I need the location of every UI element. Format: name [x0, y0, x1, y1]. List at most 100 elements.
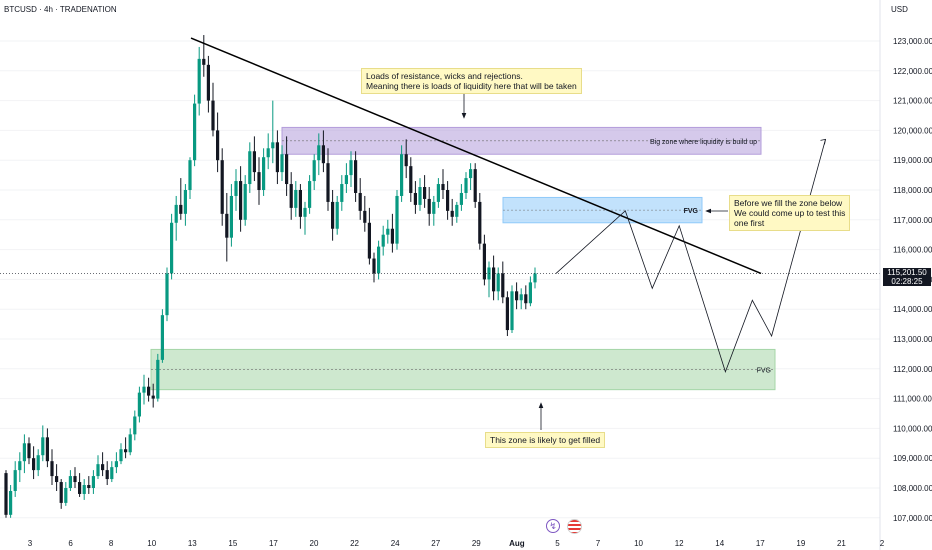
candle-body — [469, 169, 473, 179]
candle-body — [427, 198, 431, 214]
candle-body — [234, 181, 238, 196]
candle-body — [119, 449, 123, 462]
candle-body — [266, 148, 270, 158]
time-axis: 3 6 8 10 13 15 17 20 22 24 27 29 Aug 5 7 10 12 14 17 19 21 2 — [28, 539, 885, 548]
time-tick-label: 13 — [188, 539, 197, 548]
candle-body — [519, 294, 523, 301]
time-tick-label: 10 — [147, 539, 156, 548]
price-tick-label: 116,000.00 — [893, 246, 932, 255]
candle-body — [533, 273, 537, 283]
candle-body — [137, 392, 141, 417]
candle-body — [110, 467, 114, 480]
candle-body — [64, 488, 68, 503]
time-tick-label: 5 — [555, 539, 560, 548]
candle-body — [390, 228, 394, 244]
candle-body — [216, 130, 220, 161]
time-tick-label: 12 — [675, 539, 684, 548]
candle-body — [363, 210, 367, 223]
price-tick-label: 118,000.00 — [893, 186, 932, 195]
candle-body — [312, 160, 316, 182]
candle-body — [275, 142, 279, 173]
candle-body — [473, 169, 477, 202]
candle-body — [133, 416, 137, 435]
candle-body — [377, 246, 381, 274]
price-tick-label: 109,000.00 — [893, 454, 932, 463]
candle-body — [413, 192, 417, 205]
candle-body — [220, 160, 224, 214]
candle-body — [156, 359, 160, 399]
price-tick-label: 113,000.00 — [893, 335, 932, 344]
candle-body — [482, 243, 486, 280]
candle-body — [151, 395, 155, 399]
drawings — [0, 37, 880, 430]
candle-body — [257, 172, 261, 190]
currency-label: USD — [891, 5, 908, 14]
candle-body — [450, 210, 454, 217]
filled-note: This zone is likely to get filled — [485, 432, 606, 448]
time-tick-label: 24 — [391, 539, 400, 548]
candle-body — [59, 482, 63, 503]
candle-body — [441, 184, 445, 190]
candle-body — [174, 204, 178, 223]
price-tick-label: 114,000.00 — [893, 305, 932, 314]
symbol-title[interactable]: BTCUSD · 4h · TRADENATION — [4, 5, 117, 14]
candle-body — [280, 154, 284, 173]
candle-body — [321, 145, 325, 164]
candle-body — [41, 437, 45, 456]
candle-body — [294, 190, 298, 208]
price-tick-label: 122,000.00 — [893, 67, 932, 76]
time-tick-label: 2 — [880, 539, 885, 548]
candle-body — [252, 151, 256, 173]
time-tick-label: 21 — [837, 539, 846, 548]
candle-body — [501, 273, 505, 298]
candle-body — [496, 273, 500, 292]
candle-body — [317, 145, 321, 161]
price-tick-label: 108,000.00 — [893, 484, 932, 493]
time-tick-label: 15 — [228, 539, 237, 548]
time-tick-label: 22 — [350, 539, 359, 548]
candle-body — [68, 476, 72, 488]
us-flag-icon[interactable] — [567, 519, 582, 534]
time-tick-label: 17 — [756, 539, 765, 548]
time-tick-label: 27 — [431, 539, 440, 548]
candle-body — [105, 470, 109, 480]
time-tick-label: 10 — [634, 539, 643, 548]
trendline — [190, 37, 762, 275]
fvg-lower-label: FVG — [757, 368, 771, 375]
candle-body — [188, 160, 192, 190]
price-tick-label: 117,000.00 — [893, 216, 932, 225]
fill-zone-note-arrowhead — [705, 208, 712, 214]
candle-body — [50, 461, 54, 477]
candle-body — [326, 163, 330, 202]
candle-body — [423, 187, 427, 199]
candle-body — [492, 267, 496, 292]
candle-body — [248, 151, 252, 185]
price-tick-label: 121,000.00 — [893, 97, 932, 106]
candle-body — [528, 282, 532, 304]
candle-body — [114, 461, 118, 468]
candle-body — [202, 58, 206, 65]
price-tick-label: 120,000.00 — [893, 126, 932, 135]
candle-body — [128, 434, 132, 453]
candle-body — [354, 160, 358, 193]
candle-body — [404, 154, 408, 167]
price-tick-label: 111,000.00 — [893, 395, 932, 404]
candle-body — [206, 64, 210, 101]
candle-body — [22, 443, 26, 462]
candle-body — [478, 201, 482, 244]
candle-body — [211, 100, 215, 131]
candle-body — [455, 204, 459, 217]
time-tick-label: 7 — [596, 539, 601, 548]
candle-body — [436, 184, 440, 202]
candle-body — [165, 273, 169, 316]
replay-icon[interactable]: ↯ — [546, 519, 560, 533]
grid — [0, 40, 880, 519]
candle-body — [409, 166, 413, 193]
candle-body — [36, 455, 40, 471]
candle-body — [101, 464, 105, 471]
time-tick-label: 6 — [68, 539, 73, 548]
filled-note-arrowhead — [538, 402, 544, 409]
candle-body — [331, 201, 335, 229]
resistance-note-arrowhead — [461, 112, 467, 119]
